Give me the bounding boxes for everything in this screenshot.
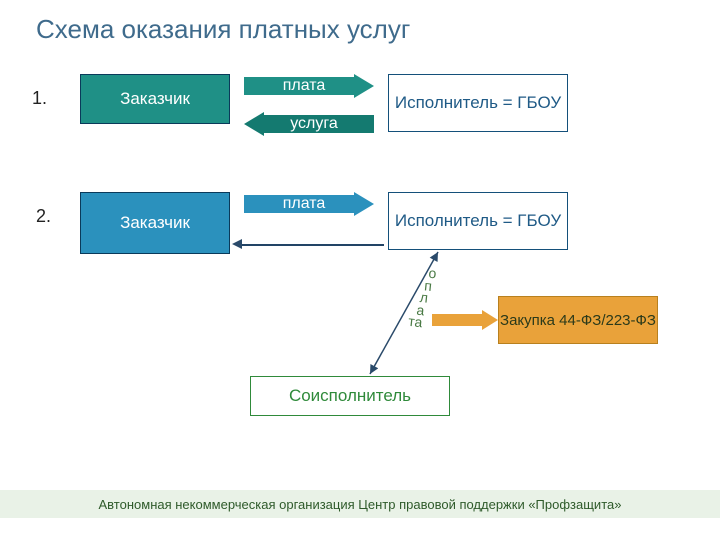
row2-diagonal-connector — [0, 0, 720, 540]
row2-coexecutor-label: Соисполнитель — [289, 386, 411, 406]
row2-purchase-label: Закупка 44-ФЗ/223-ФЗ — [500, 312, 656, 329]
row2-coexecutor-box: Соисполнитель — [250, 376, 450, 416]
row2-purchase-box: Закупка 44-ФЗ/223-ФЗ — [498, 296, 658, 344]
footer-band: Автономная некоммерческая организация Це… — [0, 490, 720, 518]
footer-text: Автономная некоммерческая организация Це… — [99, 497, 622, 512]
row2-purchase-arrow — [432, 308, 498, 332]
